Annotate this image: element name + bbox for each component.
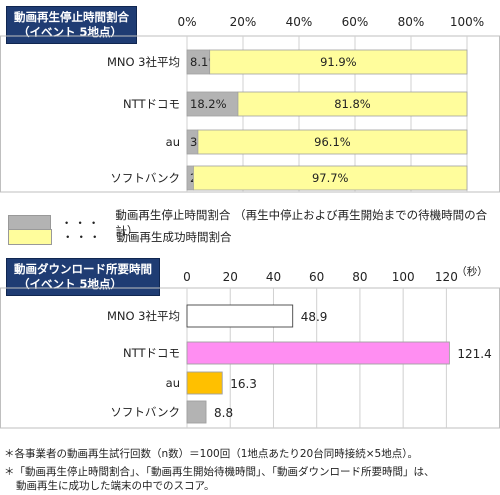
chart2-category-label: ソフトバンク: [110, 405, 180, 419]
chart1-bar-success: [237, 91, 468, 117]
chart2-tick-label: 60: [309, 270, 324, 284]
chart1-data-label-success: 96.1%: [314, 135, 351, 149]
chart2-tick-label: 40: [266, 270, 281, 284]
chart2-bar: [186, 341, 450, 365]
chart2-bar: [186, 304, 294, 328]
chart1-bar-success: [197, 129, 468, 155]
chart1-tick-label: 40%: [286, 15, 313, 29]
chart1-tick-label: 80%: [398, 15, 425, 29]
legend-label-success: 動画再生成功時間割合: [116, 230, 232, 244]
chart2-tick-label: 100: [392, 270, 415, 284]
chart1-data-label-stop: 18.2%: [190, 97, 227, 111]
chart2-title: 動画ダウンロード所要時間 （イベント 5地点）: [6, 258, 160, 296]
chart2-data-label: 48.9: [301, 310, 328, 324]
chart2-title-line1: 動画ダウンロード所要時間: [14, 262, 152, 276]
chart1-tick-label: 100%: [450, 15, 484, 29]
chart1-category-label: NTTドコモ: [123, 97, 180, 111]
chart1-tick-label: 60%: [342, 15, 369, 29]
chart1-data-label-success: 81.8%: [334, 97, 371, 111]
footnote-3: 動画再生に成功した端末の中でのスコア。: [16, 480, 215, 492]
footnote-2: ＊「動画再生停止時間割合」、「動画再生開始待機時間」、「動画ダウンロード所要時間…: [4, 466, 435, 478]
chart1-bar-stop: [186, 91, 239, 117]
chart2-tick-label: 0: [183, 270, 191, 284]
chart1-bar-success: [209, 49, 468, 75]
footnote-1: ＊各事業者の動画再生試行回数（n数）＝100回（1地点あたり20台同時接続×5地…: [4, 448, 418, 460]
chart2-data-label: 8.8: [214, 406, 233, 420]
chart2-tick-label: 120: [435, 270, 458, 284]
legend-dots: ・・・: [62, 230, 103, 244]
legend-dots: ・・・: [60, 216, 102, 230]
chart2-category-label: MNO 3社平均: [107, 309, 180, 323]
legend-swatch-success: [8, 229, 52, 245]
chart1-title: 動画再生停止時間割合 （イベント 5地点）: [6, 6, 137, 44]
footnotes: ＊各事業者の動画再生試行回数（n数）＝100回（1地点あたり20台同時接続×5地…: [4, 447, 435, 493]
legend-label-stop: 動画再生停止時間割合 （再生中停止および再生開始までの待機時間の合計）: [115, 208, 488, 238]
chart1-tick-label: 20%: [230, 15, 257, 29]
chart2-data-label: 16.3: [230, 377, 257, 391]
legend-item-success: ・・・ 動画再生成功時間割合: [8, 229, 232, 245]
chart1-data-label-success: 97.7%: [312, 171, 349, 185]
chart1-bar-success: [193, 165, 468, 191]
chart2-data-label: 121.4: [457, 347, 491, 361]
chart2-tick-label: 80: [352, 270, 367, 284]
chart2-category-label: NTTドコモ: [123, 346, 180, 360]
chart2-unit-label: （秒）: [456, 265, 488, 278]
chart2-bar: [186, 400, 207, 424]
chart1-title-line1: 動画再生停止時間割合: [14, 10, 129, 24]
chart1-category-label: MNO 3社平均: [107, 55, 180, 69]
chart1-category-label: au: [166, 135, 180, 149]
chart2-bar: [186, 371, 223, 395]
legend-item-stop: ・・・ 動画再生停止時間割合 （再生中停止および再生開始までの待機時間の合計）: [8, 207, 500, 239]
chart2-category-label: au: [166, 376, 180, 390]
chart1-data-label-success: 91.9%: [320, 55, 357, 69]
chart2-tick-label: 20: [223, 270, 238, 284]
chart1-category-label: ソフトバンク: [110, 171, 180, 185]
chart1-tick-label: 0%: [177, 15, 196, 29]
